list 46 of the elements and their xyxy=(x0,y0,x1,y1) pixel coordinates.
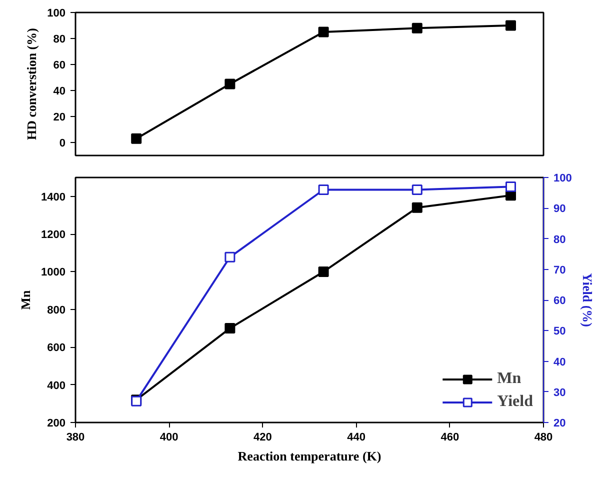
x-tick-label: 380 xyxy=(66,432,85,444)
x-axis-title: Reaction temperature (K) xyxy=(238,448,382,464)
legend-label: Mn xyxy=(497,370,522,388)
y2-tick-label: 40 xyxy=(554,356,566,368)
y-tick-label: 600 xyxy=(47,342,66,354)
point xyxy=(412,184,422,195)
y-tick-label: 200 xyxy=(47,418,66,430)
x-tick-label: 400 xyxy=(160,432,178,444)
point xyxy=(505,181,516,192)
y-tick-label: 20 xyxy=(53,112,66,124)
point xyxy=(505,20,516,31)
point xyxy=(224,323,236,334)
legend-label: Yield xyxy=(497,393,533,411)
point xyxy=(318,26,329,38)
y2-tick-label: 20 xyxy=(554,418,566,430)
y2-tick-label: 50 xyxy=(554,326,566,338)
point xyxy=(224,78,236,90)
y-tick-label: 100 xyxy=(47,8,66,20)
y2-tick-label: 80 xyxy=(554,234,566,246)
y-tick-label: 800 xyxy=(47,304,66,316)
point xyxy=(318,266,329,277)
y-tick-label: 1200 xyxy=(41,229,66,242)
y-tick-label: 400 xyxy=(47,380,66,392)
y-tick-label: 1000 xyxy=(41,266,66,279)
x-tick-label: 420 xyxy=(254,432,272,444)
y2-tick-label: 100 xyxy=(554,172,572,184)
y2-tick-label: 30 xyxy=(554,386,566,399)
point xyxy=(318,184,329,195)
point xyxy=(224,252,236,262)
y-tick-label: 0 xyxy=(59,138,66,150)
y2-tick-label: 70 xyxy=(554,264,566,276)
y2-tick-label: 90 xyxy=(554,203,566,216)
x-tick-label: 440 xyxy=(347,432,366,444)
y-tick-label: 1400 xyxy=(41,191,66,204)
y-tick-label: 40 xyxy=(53,86,66,98)
y2-tick-label: 60 xyxy=(554,295,566,307)
y-tick-label: 80 xyxy=(53,34,66,46)
y-tick-label: 60 xyxy=(53,60,66,72)
point xyxy=(412,202,422,213)
point xyxy=(412,22,422,34)
y-axis-title: HD converstion (%) xyxy=(24,28,40,140)
x-tick-label: 480 xyxy=(534,432,553,444)
point xyxy=(131,133,142,144)
y-axis-title: Mn xyxy=(18,289,34,310)
y2-axis-title: Yield (%) xyxy=(580,272,595,328)
x-tick-label: 460 xyxy=(440,432,460,444)
